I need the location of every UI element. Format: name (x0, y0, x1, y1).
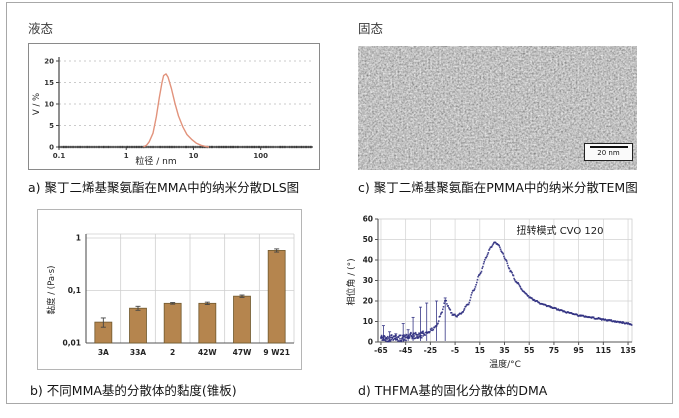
caption-c: c) 聚丁二烯基聚氨酯在PMMA中的纳米分散TEM图 (358, 180, 638, 195)
svg-text:1: 1 (124, 152, 129, 160)
caption-b: b) 不同MMA基的分散体的黏度(锥板) (30, 383, 237, 398)
svg-text:10: 10 (44, 101, 54, 109)
dma-plot: 0 10 20 30 40 50 60 -65 -45 -25 -5 15 35 55 75 95 115 135… (345, 215, 636, 371)
svg-text:-25: -25 (424, 346, 438, 355)
svg-text:35: 35 (499, 346, 509, 355)
svg-text:2: 2 (170, 348, 175, 357)
liquid-state-label: 液态 (28, 21, 54, 36)
svg-text:20: 20 (363, 297, 373, 306)
dma-chart-panel: 0 10 20 30 40 50 60 -65 -45 -25 -5 15 35 55 75 95 115 135… (345, 207, 647, 379)
svg-text:75: 75 (549, 346, 559, 355)
svg-text:V / %: V / % (32, 93, 42, 115)
svg-text:135: 135 (620, 346, 636, 355)
svg-text:20: 20 (44, 58, 54, 66)
svg-text:100: 100 (253, 152, 268, 160)
dls-plot: 0 5 10 15 20 0.1 1 10 100 粒径 / nm V / % (32, 57, 313, 167)
svg-text:0,01: 0,01 (62, 339, 81, 348)
svg-text:10: 10 (189, 152, 199, 160)
svg-text:5: 5 (49, 122, 54, 130)
svg-text:42W: 42W (198, 348, 217, 357)
svg-text:10: 10 (363, 317, 373, 326)
svg-text:30: 30 (363, 276, 373, 285)
svg-text:扭转模式 CVO 120: 扭转模式 CVO 120 (517, 224, 604, 237)
svg-text:3A: 3A (98, 348, 109, 357)
svg-text:95: 95 (573, 346, 583, 355)
svg-text:15: 15 (44, 79, 54, 87)
caption-d: d) THFMA基的固化分散体的DMA (358, 383, 548, 398)
tem-image-panel: 20 nm (358, 46, 637, 170)
svg-text:温度/°C: 温度/°C (489, 358, 521, 370)
dls-chart-panel: 0 5 10 15 20 0.1 1 10 100 粒径 / nm V / % (28, 43, 320, 170)
svg-text:9 W21: 9 W21 (263, 348, 290, 357)
svg-text:15: 15 (475, 346, 485, 355)
svg-text:0,1: 0,1 (68, 286, 81, 295)
svg-text:115: 115 (596, 346, 612, 355)
svg-text:相位角 / (°): 相位角 / (°) (345, 258, 357, 305)
svg-text:0: 0 (368, 338, 373, 347)
svg-text:1: 1 (76, 234, 81, 243)
figure-border (6, 2, 673, 404)
svg-text:0.1: 0.1 (53, 152, 66, 160)
svg-text:60: 60 (363, 215, 373, 224)
svg-text:40: 40 (363, 256, 373, 265)
scale-bar-label: 20 nm (597, 149, 620, 157)
svg-text:50: 50 (363, 235, 373, 244)
svg-text:33A: 33A (130, 348, 146, 357)
svg-text:55: 55 (524, 346, 534, 355)
solid-state-label: 固态 (358, 21, 384, 36)
svg-text:粒径 / nm: 粒径 / nm (135, 155, 176, 167)
svg-text:黏度 / (Pa·s): 黏度 / (Pa·s) (46, 266, 57, 315)
tem-scale-bar: 20 nm (584, 143, 633, 161)
svg-text:0: 0 (49, 144, 54, 152)
viscosity-chart-panel: 1 0,1 0,01 3A 33A 2 42W 47W 9 W21 黏度 / (Pa·s) (37, 209, 302, 370)
caption-a: a) 聚丁二烯基聚氨酯在MMA中的纳米分散DLS图 (28, 180, 300, 195)
scale-bar-line (589, 146, 628, 148)
svg-text:-5: -5 (451, 346, 459, 355)
svg-text:47W: 47W (233, 348, 252, 357)
svg-text:-45: -45 (399, 346, 413, 355)
viscosity-plot: 1 0,1 0,01 3A 33A 2 42W 47W 9 W21 黏度 / (Pa·s) (46, 234, 295, 357)
svg-text:-65: -65 (374, 346, 388, 355)
